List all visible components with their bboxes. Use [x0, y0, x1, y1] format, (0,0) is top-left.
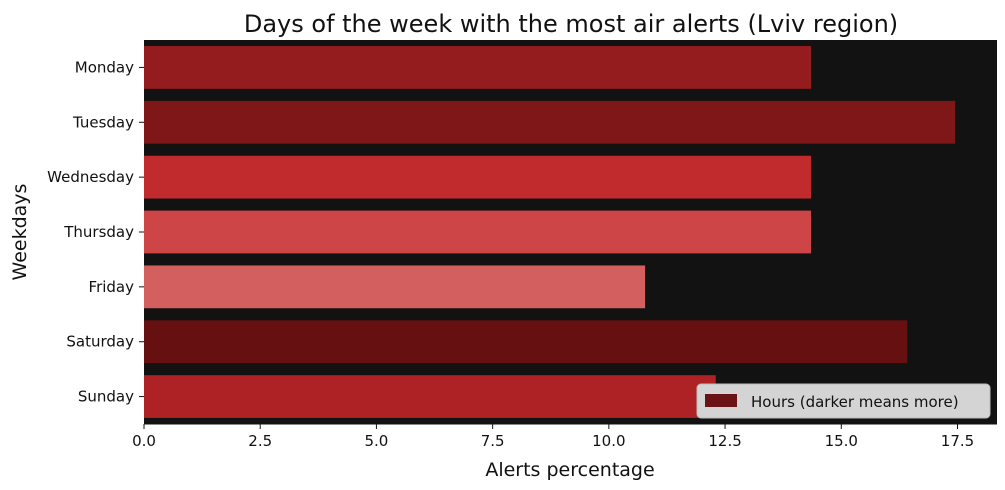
bar-sunday — [144, 375, 716, 418]
y-tick-label-monday: Monday — [75, 58, 134, 76]
bars-group — [144, 46, 956, 418]
x-tick-label: 17.5 — [941, 432, 974, 450]
y-tick-label-sunday: Sunday — [78, 388, 134, 406]
x-tick-label: 2.5 — [248, 432, 272, 450]
chart-title: Days of the week with the most air alert… — [244, 10, 898, 38]
legend-swatch — [705, 394, 737, 407]
x-axis-ticks: 0.0 2.5 5.0 7.5 10.0 12.5 15.0 17.5 — [132, 424, 974, 450]
x-tick-label: 15.0 — [825, 432, 858, 450]
bar-tuesday — [144, 100, 956, 144]
y-axis-ticks: Monday Tuesday Wednesday Thursday Friday Satu… — [47, 58, 144, 406]
y-axis-label: Weekdays — [9, 184, 31, 281]
x-tick-label: 12.5 — [708, 432, 741, 450]
bar-wednesday — [144, 155, 812, 199]
x-tick-label: 5.0 — [364, 432, 388, 450]
y-tick-label-friday: Friday — [89, 278, 135, 296]
legend-box — [696, 383, 991, 419]
bar-thursday — [144, 210, 812, 254]
legend-label: Hours (darker means more) — [751, 393, 959, 411]
y-tick-label-tuesday: Tuesday — [72, 113, 134, 131]
y-tick-label-thursday: Thursday — [63, 223, 134, 241]
y-tick-label-saturday: Saturday — [66, 333, 134, 351]
bar-saturday — [144, 320, 908, 364]
x-tick-label: 0.0 — [132, 432, 156, 450]
bar-friday — [144, 265, 646, 309]
bar-monday — [144, 46, 812, 89]
legend: Hours (darker means more) — [696, 383, 991, 419]
x-axis-label: Alerts percentage — [485, 459, 654, 481]
x-tick-label: 10.0 — [592, 432, 625, 450]
y-tick-label-wednesday: Wednesday — [47, 168, 134, 186]
x-tick-label: 7.5 — [481, 432, 505, 450]
